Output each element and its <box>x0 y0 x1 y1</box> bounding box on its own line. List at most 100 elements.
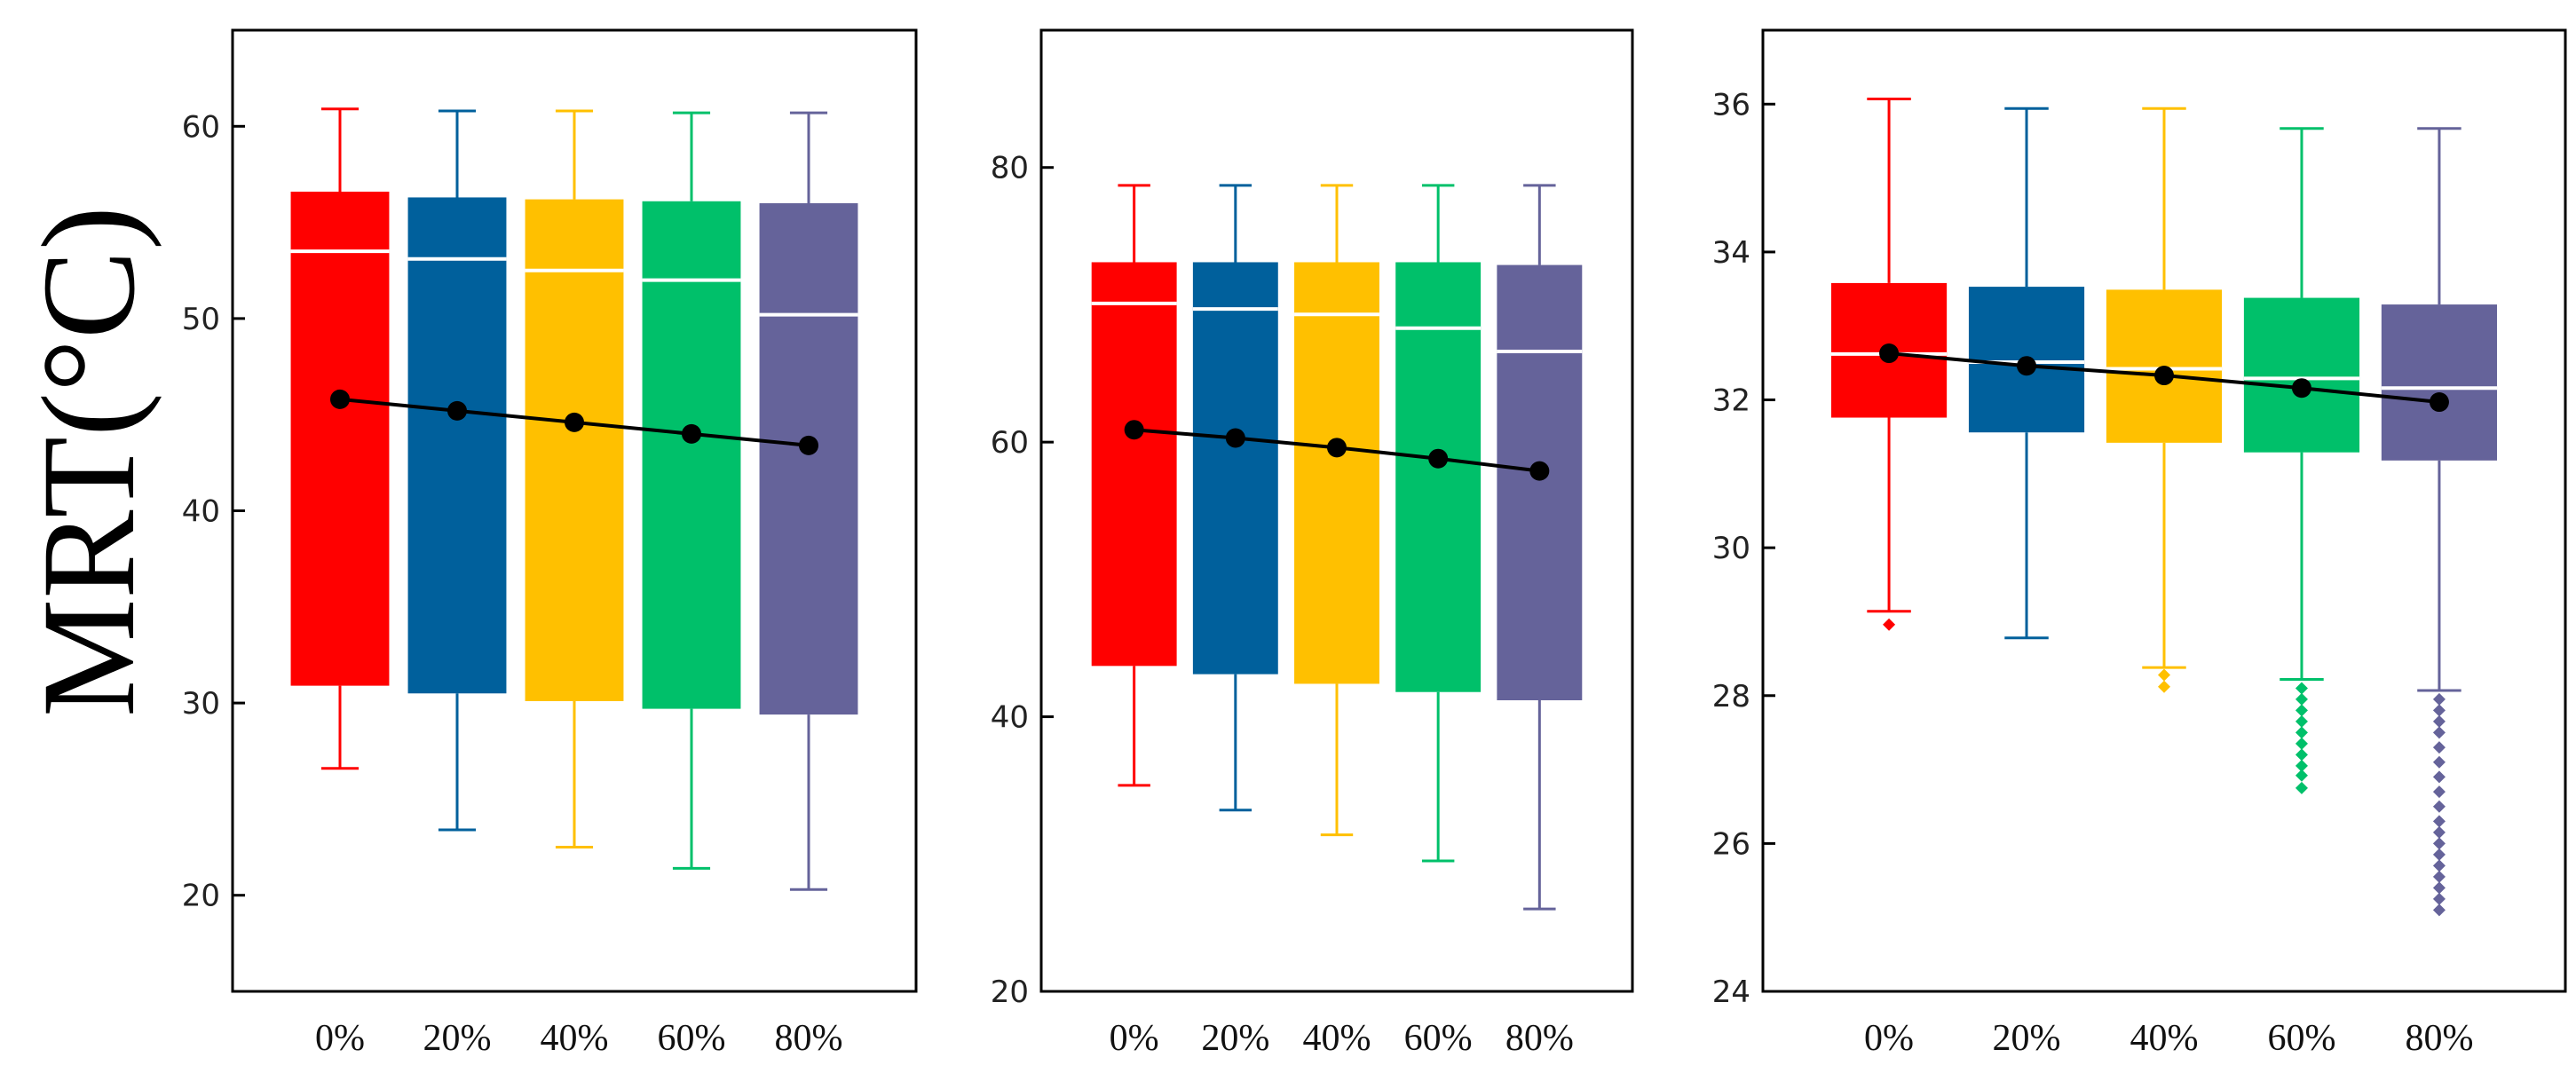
box-40% <box>525 109 624 849</box>
x-tick-label: 80% <box>775 1018 843 1059</box>
x-tick-label: 40% <box>2130 1018 2199 1059</box>
outlier-point <box>2432 870 2446 883</box>
mean-point <box>1225 428 1245 448</box>
x-tick-label: 60% <box>2267 1018 2335 1059</box>
y-tick-label: 40 <box>991 700 1029 736</box>
mean-point <box>1327 438 1347 458</box>
mean-point <box>447 400 467 421</box>
y-tick-label: 60 <box>991 425 1029 461</box>
mean-point <box>565 412 584 432</box>
iqr-box <box>1294 262 1379 684</box>
iqr-box <box>290 191 390 686</box>
y-tick-label: 36 <box>1712 87 1750 122</box>
outlier-point <box>1883 618 1896 631</box>
outlier-point <box>2158 668 2170 682</box>
outlier-point <box>2432 755 2446 769</box>
outlier-point <box>2432 848 2446 861</box>
outlier-point <box>2432 904 2446 917</box>
box-40% <box>2106 107 2223 693</box>
plot-frame <box>1039 28 1634 993</box>
mean-point <box>1879 343 1900 364</box>
mean-point <box>799 435 818 455</box>
x-tick-label: 80% <box>1505 1018 1574 1059</box>
x-tick-label: 40% <box>1303 1018 1371 1059</box>
iqr-box <box>1091 262 1177 667</box>
y-tick-label: 32 <box>1712 383 1750 419</box>
mean-point <box>2429 392 2449 413</box>
x-tick-label: 0% <box>1110 1018 1159 1059</box>
outlier-point <box>2432 892 2446 905</box>
chart-panel-3: 24 26 28 30 32 34 36 0% 20% 40% 60% 80% <box>1712 28 2567 1059</box>
outlier-point <box>2432 825 2446 839</box>
box-0% <box>1830 97 1948 631</box>
outlier-point <box>2158 680 2170 693</box>
panels-group: 20 30 40 50 60 0% 20% 40% 60% 80% 20 40 60 80 0% 20% 40%… <box>182 28 2567 1059</box>
y-tick-label: 24 <box>1712 975 1750 1010</box>
outlier-point <box>2432 726 2446 739</box>
outlier-point <box>2432 815 2446 828</box>
box-0% <box>1091 184 1177 787</box>
mean-point <box>1529 461 1550 481</box>
outlier-point <box>2295 704 2308 717</box>
y-axis-label: MRT(°C) <box>15 206 162 717</box>
chart-panel-1: 20 30 40 50 60 0% 20% 40% 60% 80% <box>182 28 918 1059</box>
y-tick-label: 80 <box>991 151 1029 186</box>
outlier-point <box>2295 737 2308 750</box>
iqr-box <box>642 201 741 709</box>
y-tick-label: 40 <box>182 494 220 530</box>
y-tick-label: 50 <box>182 302 220 337</box>
outlier-point <box>2295 692 2308 706</box>
box-20% <box>1192 184 1278 812</box>
box-60% <box>1395 184 1482 863</box>
box-0% <box>290 107 390 770</box>
outlier-point <box>2432 770 2446 784</box>
iqr-box <box>407 197 507 694</box>
box-80% <box>1497 184 1583 911</box>
y-tick-label: 20 <box>182 879 220 914</box>
outlier-point <box>2432 837 2446 850</box>
box-60% <box>2243 127 2360 794</box>
box-20% <box>407 109 507 832</box>
mean-point <box>1428 448 1449 469</box>
outlier-point <box>2432 692 2446 706</box>
x-tick-label: 60% <box>658 1018 726 1059</box>
x-tick-label: 0% <box>315 1018 365 1059</box>
x-tick-label: 80% <box>2405 1018 2473 1059</box>
box-40% <box>1294 184 1379 837</box>
plot-frame <box>1761 28 2567 993</box>
x-tick-label: 0% <box>1864 1018 1914 1059</box>
mean-point <box>682 423 701 444</box>
iqr-box <box>2243 297 2360 453</box>
mean-point <box>2291 378 2311 399</box>
mean-point <box>1124 420 1144 440</box>
y-tick-label: 28 <box>1712 679 1750 714</box>
iqr-box <box>759 202 858 715</box>
y-tick-label: 60 <box>182 109 220 145</box>
outlier-point <box>2432 741 2446 754</box>
mean-point <box>2154 366 2174 386</box>
x-tick-label: 40% <box>541 1018 609 1059</box>
outlier-point <box>2295 682 2308 695</box>
outlier-point <box>2432 881 2446 895</box>
x-tick-label: 20% <box>1201 1018 1269 1059</box>
iqr-box <box>1497 264 1583 701</box>
chart-panel-2: 20 40 60 80 0% 20% 40% 60% 80% <box>991 28 1634 1059</box>
outlier-point <box>2432 714 2446 728</box>
outlier-point <box>2432 704 2446 717</box>
outlier-point <box>2432 785 2446 799</box>
y-tick-label: 20 <box>991 975 1029 1010</box>
x-tick-label: 20% <box>1993 1018 2061 1059</box>
iqr-box <box>1192 262 1278 675</box>
outlier-point <box>2432 800 2446 813</box>
iqr-box <box>2381 304 2498 461</box>
mean-point <box>330 389 350 409</box>
y-tick-label: 30 <box>1712 531 1750 566</box>
y-tick-label: 26 <box>1712 826 1750 862</box>
box-80% <box>759 111 858 891</box>
y-tick-label: 30 <box>182 686 220 722</box>
x-tick-label: 60% <box>1404 1018 1473 1059</box>
y-tick-label: 34 <box>1712 235 1750 271</box>
box-60% <box>642 111 741 870</box>
x-tick-label: 20% <box>423 1018 492 1059</box>
